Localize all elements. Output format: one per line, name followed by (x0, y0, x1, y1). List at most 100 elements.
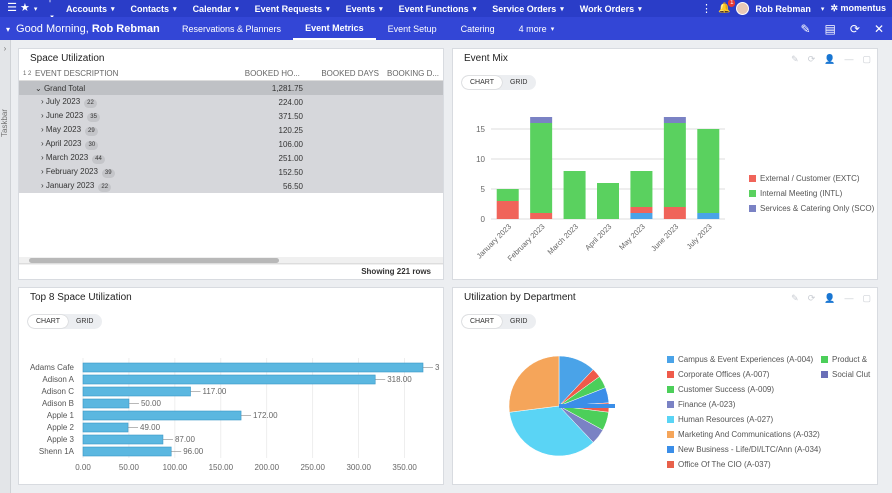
bar-segment (530, 117, 553, 123)
bar (82, 434, 164, 445)
chevron-right-icon[interactable]: › (41, 124, 46, 134)
legend-item[interactable]: Product & (821, 352, 870, 367)
legend-item[interactable]: Social Clut (821, 367, 870, 382)
table-row[interactable]: › January 2023 22 56.50 (19, 179, 443, 193)
grand-total-row[interactable]: ⌄ Grand Total 1,281.75 (19, 81, 443, 95)
chart-grid-toggle[interactable]: CHART GRID (27, 314, 103, 329)
edit-icon[interactable]: ✎ (791, 293, 799, 303)
column-header[interactable]: BOOKED DAYS (321, 69, 379, 78)
group-levels[interactable]: 1 2 (23, 70, 32, 77)
toggle-grid[interactable]: GRID (509, 318, 528, 325)
tab-more[interactable]: 4 more ▾ (507, 17, 567, 40)
nav-event-requests[interactable]: Event Requests ▾ (247, 4, 338, 14)
nav-work-orders[interactable]: Work Orders ▾ (572, 4, 650, 14)
table-row[interactable]: › July 2023 22 224.00 (19, 95, 443, 109)
edit-icon[interactable]: ✎ (791, 54, 799, 64)
scrollbar-thumb[interactable] (29, 258, 279, 263)
close-icon[interactable]: ✕ (873, 21, 884, 36)
bar-segment (663, 123, 686, 207)
chevron-right-icon[interactable]: › (41, 152, 46, 162)
table-row[interactable]: › April 2023 30 106.00 (19, 137, 443, 151)
tab-event-setup[interactable]: Event Setup (387, 23, 437, 34)
tab-event-metrics[interactable]: Event Metrics (293, 17, 376, 40)
tab-catering[interactable]: Catering (460, 23, 495, 34)
chevron-right-icon[interactable]: › (41, 166, 46, 176)
chevron-down-icon[interactable]: ⌄ (35, 83, 42, 93)
nav-accounts[interactable]: Accounts ▾ (58, 4, 123, 14)
star-icon[interactable]: ★ ▾ (20, 1, 38, 14)
row-label: May 2023 (45, 124, 82, 134)
y-tick-label: 5 (481, 185, 486, 194)
row-value: 56.50 (282, 181, 303, 191)
bell-icon[interactable]: 🔔 1 (717, 0, 736, 14)
legend-item[interactable]: External / Customer (EXTC) (749, 171, 874, 186)
chevron-right-icon[interactable]: › (41, 180, 46, 190)
collapse-icon[interactable]: ▾ (6, 24, 11, 34)
nav-calendar[interactable]: Calendar ▾ (185, 4, 247, 14)
row-value: 251.00 (278, 153, 303, 163)
minimize-icon[interactable]: — (844, 293, 854, 303)
maximize-icon[interactable]: ▢ (862, 54, 871, 64)
chart-grid-toggle[interactable]: CHART GRID (461, 314, 537, 329)
legend-item[interactable]: Campus & Event Experiences (A-004) (667, 352, 821, 367)
legend-item[interactable]: Marketing And Communications (A-032) (667, 427, 821, 442)
menu-icon[interactable]: ☰ (7, 2, 17, 14)
legend-item[interactable]: New Business - Life/DI/LTC/Ann (A-034) (667, 442, 821, 457)
bar (82, 374, 376, 385)
nav-events[interactable]: Events ▾ (338, 4, 391, 14)
toggle-chart[interactable]: CHART (462, 315, 502, 328)
table-row[interactable]: › February 2023 39 152.50 (19, 165, 443, 179)
bar-segment (630, 171, 653, 207)
table-row[interactable]: › May 2023 29 120.25 (19, 123, 443, 137)
user-icon[interactable]: 👤 (824, 293, 836, 303)
column-header[interactable]: EVENT DESCRIPTION (35, 69, 119, 78)
edit-icon[interactable]: ✎ (800, 21, 811, 36)
table-row[interactable]: › March 2023 44 251.00 (19, 151, 443, 165)
table-row[interactable]: › June 2023 35 371.50 (19, 109, 443, 123)
clipboard-icon[interactable]: ▤ (824, 21, 836, 36)
refresh-icon[interactable]: ⟳ (849, 21, 860, 36)
chevron-right-icon[interactable]: › (41, 110, 46, 120)
chevron-down-icon[interactable]: ▾ (820, 5, 825, 13)
toggle-chart[interactable]: CHART (28, 315, 68, 328)
refresh-icon[interactable]: ⟳ (807, 54, 816, 64)
avatar[interactable] (736, 2, 750, 15)
toggle-grid[interactable]: GRID (75, 318, 94, 325)
legend-item[interactable]: Human Resources (A-027) (667, 412, 821, 427)
taskbar-label: Taskbar (0, 108, 9, 137)
user-icon[interactable]: 👤 (824, 54, 836, 64)
more-icon[interactable]: ⋮ (700, 3, 712, 15)
top8-panel: Top 8 Space Utilization CHART GRID 0.00 50… (18, 287, 444, 485)
chevron-right-icon[interactable]: › (3, 44, 7, 53)
legend-label: Social Clut (832, 370, 871, 379)
chevron-right-icon[interactable]: › (41, 138, 46, 148)
chevron-down-icon: ▾ (472, 5, 477, 13)
bar-segment (597, 183, 619, 219)
toggle-chart[interactable]: CHART (462, 76, 502, 89)
legend-item[interactable]: Finance (A-023) (667, 397, 821, 412)
nav-event-functions[interactable]: Event Functions ▾ (391, 4, 485, 14)
user-name[interactable]: Rob Rebman (755, 3, 811, 14)
taskbar[interactable]: › Taskbar (0, 40, 11, 493)
notification-badge: 1 (728, 0, 736, 7)
chevron-right-icon[interactable]: › (41, 96, 46, 106)
tab-reservations[interactable]: Reservations & Planners (182, 23, 282, 34)
column-header[interactable]: BOOKED HO... (244, 69, 300, 78)
toggle-grid[interactable]: GRID (509, 79, 528, 86)
chevron-down-icon: ▾ (560, 5, 564, 13)
bar-segment (496, 189, 519, 201)
legend-item[interactable]: Services & Catering Only (SCO) (749, 201, 874, 216)
scrollbar[interactable] (19, 257, 443, 265)
maximize-icon[interactable]: ▢ (862, 293, 871, 303)
legend-item[interactable]: Office Of The CIO (A-037) (667, 457, 821, 472)
legend-item[interactable]: Customer Success (A-009) (667, 382, 821, 397)
refresh-icon[interactable]: ⟳ (807, 293, 816, 303)
chart-grid-toggle[interactable]: CHART GRID (461, 75, 537, 90)
column-header[interactable]: BOOKING D... (387, 69, 440, 78)
legend-item[interactable]: Corporate Offices (A-007) (667, 367, 821, 382)
nav-service-orders[interactable]: Service Orders ▾ (484, 4, 572, 14)
minimize-icon[interactable]: — (844, 54, 854, 64)
legend-item[interactable]: Internal Meeting (INTL) (749, 186, 874, 201)
nav-contacts[interactable]: Contacts ▾ (123, 4, 185, 14)
bar (82, 422, 129, 433)
